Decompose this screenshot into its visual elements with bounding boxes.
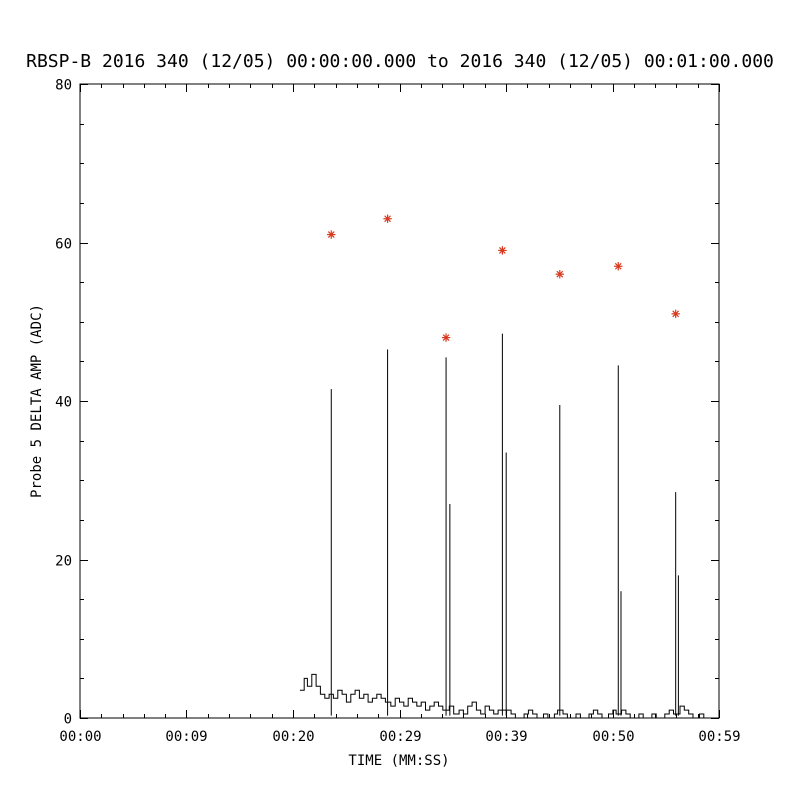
y-axis-label: Probe 5 DELTA AMP (ADC): [29, 304, 45, 498]
plot-frame: [79, 83, 720, 719]
x-tick-label: 00:00: [59, 729, 101, 745]
peak-marker-asterisk: [614, 262, 622, 270]
x-tick-label: 00:20: [272, 729, 314, 745]
y-tick-label: 0: [64, 712, 72, 728]
x-tick-label: 00:50: [592, 729, 634, 745]
chart-title: RBSP-B 2016 340 (12/05) 00:00:00.000 to …: [26, 51, 774, 72]
x-tick-label: 00:29: [379, 729, 421, 745]
peak-marker-asterisk: [498, 247, 506, 254]
peak-marker-asterisk: [672, 310, 680, 318]
x-tick-label: 00:09: [165, 729, 207, 745]
peak-marker-asterisk: [327, 231, 335, 238]
x-tick-label: 00:39: [485, 729, 527, 745]
y-tick-label: 60: [55, 237, 72, 253]
baseline-series: [299, 673, 719, 719]
y-tick-label: 80: [55, 78, 72, 94]
peak-marker-asterisk: [556, 270, 564, 278]
y-tick-label: 20: [55, 554, 72, 570]
peak-marker-asterisk: [384, 215, 391, 223]
y-tick-label: 40: [55, 395, 72, 411]
x-tick-label: 00:59: [698, 729, 740, 745]
x-axis-label: TIME (MM:SS): [348, 753, 449, 769]
axes: 00:00 00:09 00:20 00:29 00:39 00:50 00:59 0 20 40…: [55, 78, 740, 746]
data-series: [299, 214, 719, 719]
peak-marker-asterisk: [442, 334, 450, 341]
